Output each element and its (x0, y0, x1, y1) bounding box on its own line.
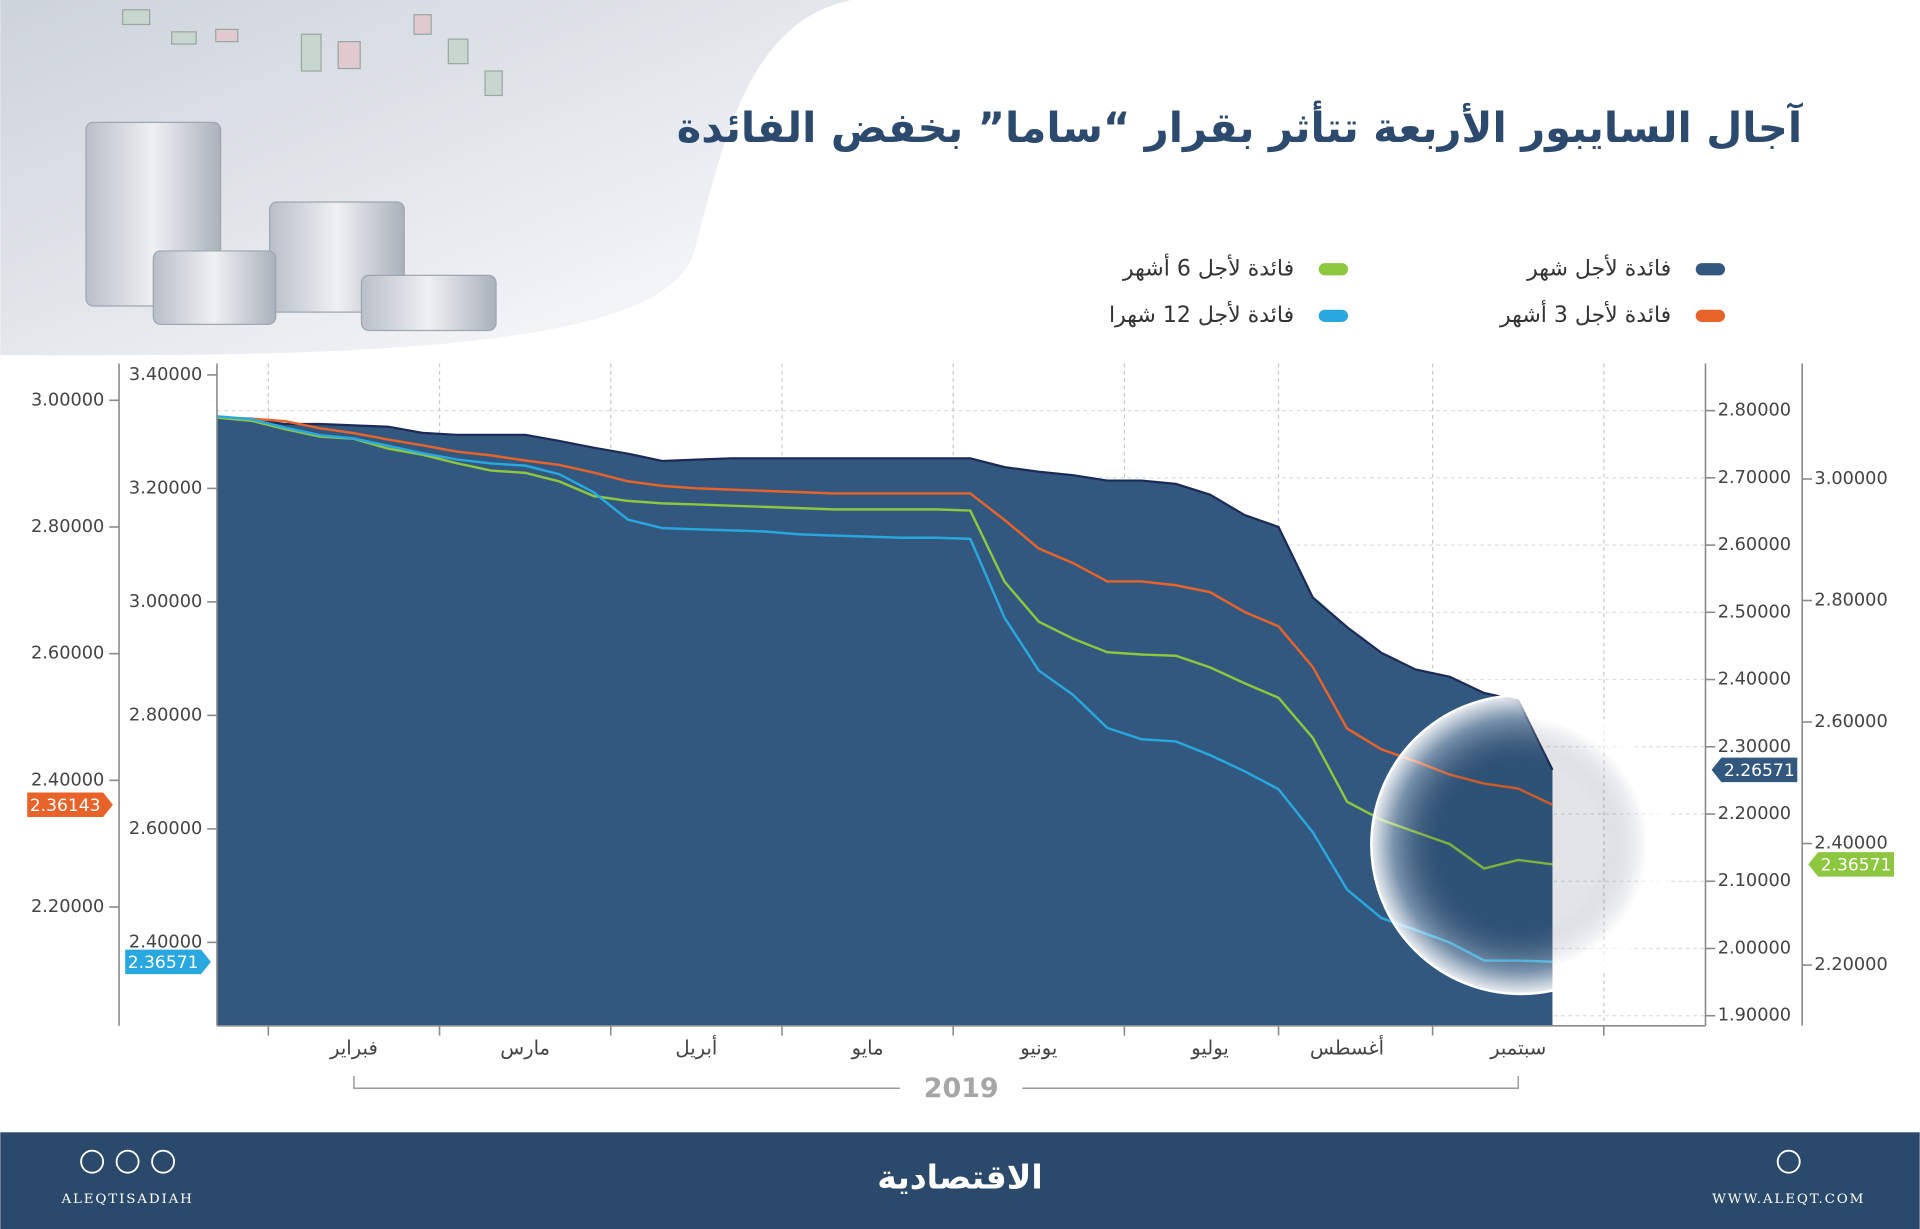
legend: فائدة لأجل شهر فائدة لأجل 3 أشهر فائدة لأج… (1109, 253, 1726, 328)
value-label: 2.36571 (1821, 856, 1892, 876)
value-tag (125, 949, 211, 975)
line (216, 416, 1553, 806)
y-tick-label: 3.00000 (31, 390, 104, 410)
y-tick-label: 3.40000 (129, 365, 202, 385)
value-label: 2.36571 (128, 953, 199, 973)
footer: الاقتصادية ALEQTISADIAH WWW.ALEQT.COM (0, 1132, 1920, 1229)
y-tick-label: 2.20000 (1718, 804, 1791, 824)
legend-swatch (1695, 309, 1726, 322)
legend-swatch (1318, 263, 1349, 276)
y-tick-label: 2.80000 (129, 705, 202, 725)
y-tick-label: 3.20000 (129, 478, 202, 498)
y-tick-label: 2.30000 (1718, 737, 1791, 757)
chart-title: آجال السايبور الأربعة تتأثر بقرار “ساما”… (677, 100, 1804, 153)
x-tick-label: مايو (851, 1037, 884, 1060)
footer-logo: الاقتصادية (877, 1157, 1042, 1196)
x-tick-label: يونيو (1019, 1037, 1057, 1060)
x-tick-label: فبراير (329, 1037, 378, 1060)
year-bracket (353, 1075, 1519, 1089)
y-tick-label: 2.20000 (31, 897, 104, 917)
value-tag (1711, 757, 1798, 783)
value-tag (27, 792, 113, 818)
lens (1370, 694, 1672, 996)
y-tick-label: 3.00000 (1814, 469, 1887, 489)
y-tick-label: 2.40000 (129, 932, 202, 952)
y-tick-label: 2.00000 (1718, 938, 1791, 958)
y-tick-label: 2.60000 (31, 644, 104, 664)
y-tick-label: 2.80000 (1814, 591, 1887, 611)
y-tick-label: 2.60000 (129, 819, 202, 839)
y-tick-label: 1.90000 (1718, 1006, 1791, 1026)
x-tick-label: مارس (500, 1037, 550, 1060)
line (216, 415, 1553, 964)
y-tick-label: 2.70000 (1718, 468, 1791, 488)
y-tick-label: 2.80000 (1718, 401, 1791, 421)
y-tick-label: 2.50000 (1718, 602, 1791, 622)
legend-swatch (1318, 309, 1349, 322)
line (216, 416, 1554, 771)
x-tick-label: يوليو (1190, 1037, 1229, 1060)
value-label: 2.36143 (30, 796, 101, 816)
value-tag (1808, 852, 1894, 877)
y-tick-label: 2.40000 (31, 770, 104, 790)
x-tick-label: أبريل (675, 1035, 717, 1060)
value-label: 2.26571 (1724, 761, 1795, 781)
y-tick-label: 2.60000 (1814, 712, 1887, 732)
footer-website: WWW.ALEQT.COM (1712, 1192, 1865, 1207)
legend-swatch (1695, 263, 1726, 276)
y-tick-label: 2.60000 (1718, 535, 1791, 555)
x-tick-label: أغسطس (1310, 1035, 1384, 1060)
y-tick-label: 2.80000 (31, 517, 104, 537)
footer-handle: ALEQTISADIAH (60, 1192, 193, 1207)
line (216, 416, 1553, 870)
header-art (0, 0, 1920, 368)
legend-label: فائدة لأجل 3 أشهر (1499, 300, 1671, 328)
y-tick-label: 2.40000 (1814, 834, 1887, 854)
year-label: 2019 (924, 1073, 999, 1104)
y-tick-label: 2.10000 (1718, 871, 1791, 891)
x-tick-label: سبتمبر (1489, 1037, 1546, 1060)
y-tick-label: 2.20000 (1814, 955, 1887, 975)
area (216, 418, 1553, 1026)
legend-label: فائدة لأجل 6 أشهر (1122, 253, 1294, 281)
y-tick-label: 3.00000 (129, 592, 202, 612)
y-tick-label: 2.40000 (1718, 670, 1791, 690)
legend-label: فائدة لأجل 12 شهرا (1109, 301, 1294, 328)
plot: 1.90000 2.00000 2.10000 2.20000 2.30000 2.400… (27, 363, 1894, 1104)
legend-label: فائدة لأجل شهر (1526, 254, 1671, 281)
